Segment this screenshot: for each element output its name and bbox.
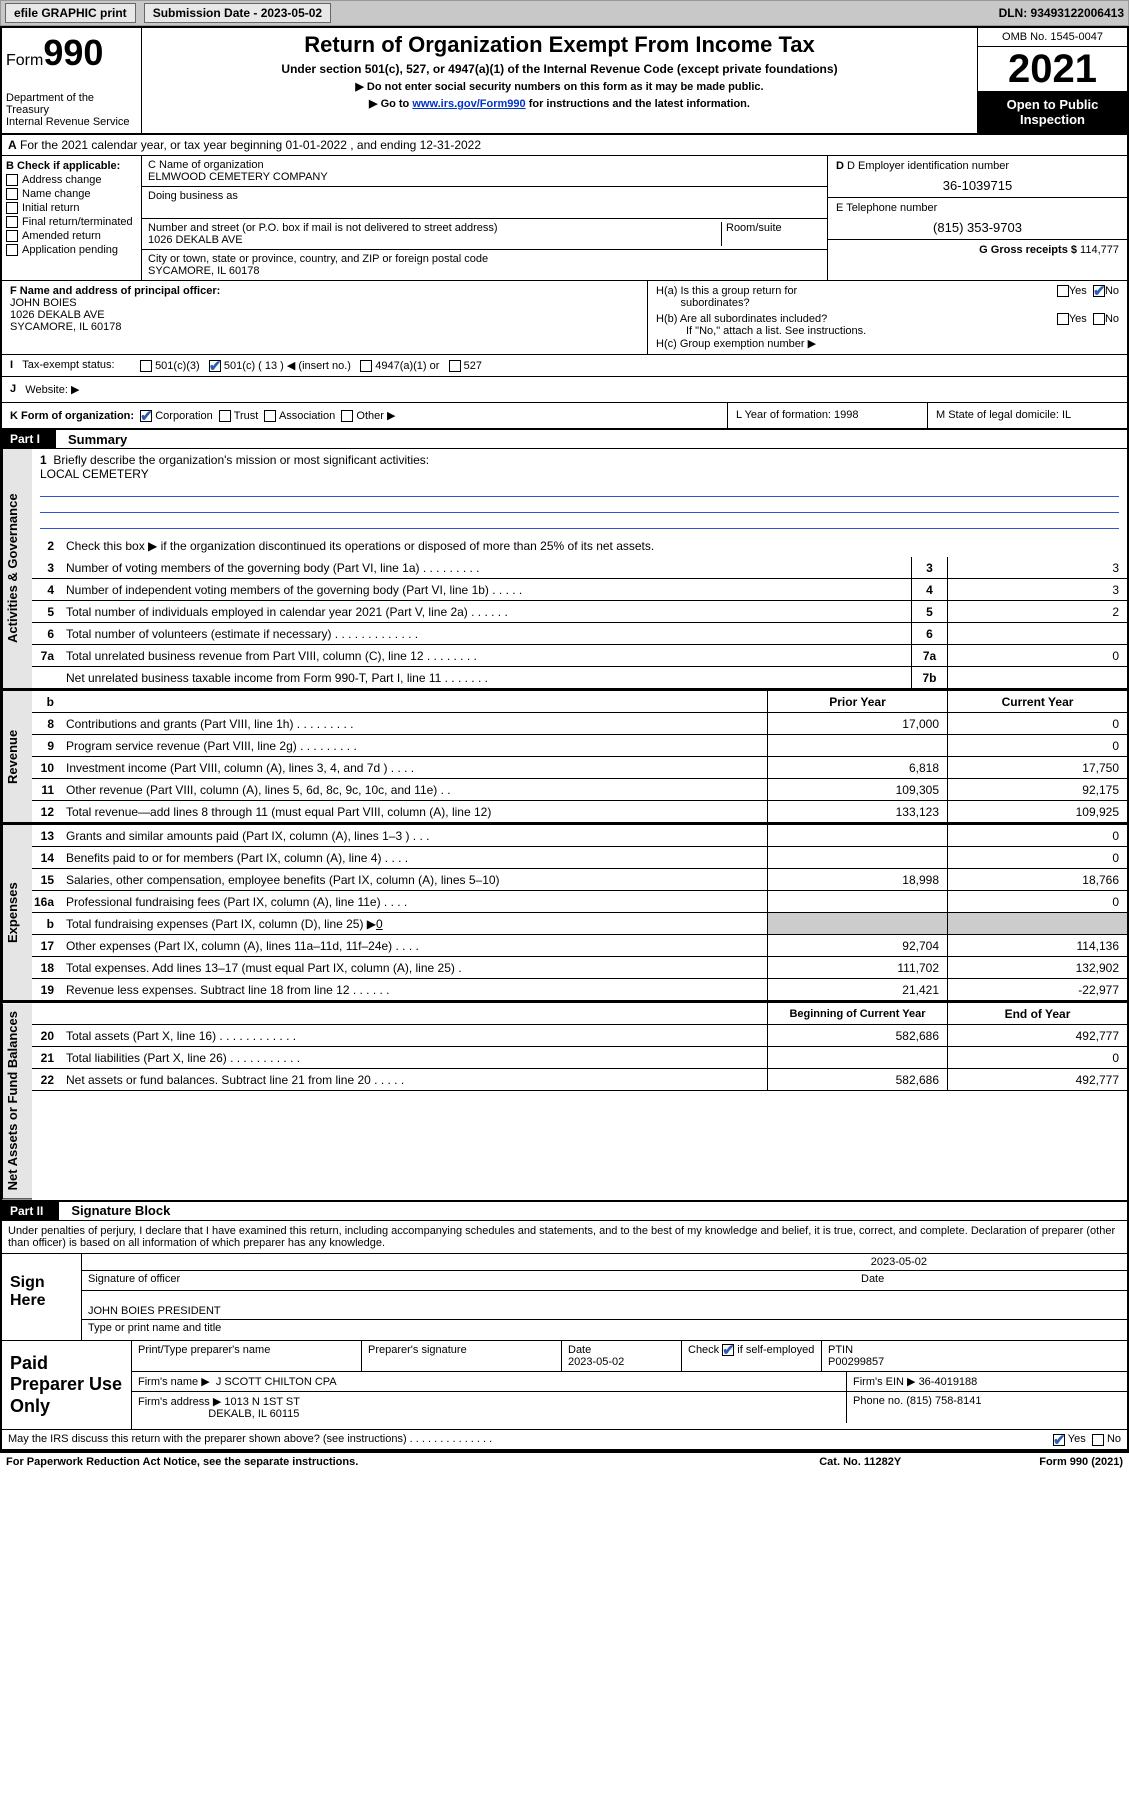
chk-self-emp[interactable] — [722, 1344, 734, 1356]
dba-label: Doing business as — [148, 190, 821, 202]
gross-value: 114,777 — [1080, 244, 1119, 256]
paid-preparer-label: Paid Preparer Use Only — [2, 1341, 132, 1430]
chk-amended[interactable] — [6, 230, 18, 242]
sig-officer-label: Signature of officer — [88, 1273, 861, 1288]
footer-paperwork: For Paperwork Reduction Act Notice, see … — [0, 1453, 1129, 1471]
chk-corp[interactable] — [140, 410, 152, 422]
mission-value: LOCAL CEMETERY — [40, 467, 149, 481]
form-990: Form990 Department of the Treasury Inter… — [0, 26, 1129, 1453]
vtab-expenses: Expenses — [2, 825, 32, 1001]
chk-address[interactable] — [6, 174, 18, 186]
chk-other[interactable] — [341, 410, 353, 422]
chk-app[interactable] — [6, 244, 18, 256]
city-label: City or town, state or province, country… — [148, 253, 821, 265]
org-name: ELMWOOD CEMETERY COMPANY — [148, 171, 821, 183]
form-subtitle: Under section 501(c), 527, or 4947(a)(1)… — [152, 62, 967, 76]
form-header: Form990 Department of the Treasury Inter… — [2, 28, 1127, 135]
sig-date: 2023-05-02 — [871, 1256, 927, 1268]
city-value: SYCAMORE, IL 60178 — [148, 265, 821, 277]
street-label: Number and street (or P.O. box if mail i… — [148, 222, 721, 234]
officer-name: JOHN BOIES PRESIDENT — [88, 1305, 1121, 1317]
vtab-revenue: Revenue — [2, 691, 32, 823]
submission-date-button[interactable]: Submission Date - 2023-05-02 — [144, 3, 331, 23]
chk-527[interactable] — [449, 360, 461, 372]
section-f: F Name and address of principal officer:… — [2, 281, 647, 354]
chk-4947[interactable] — [360, 360, 372, 372]
chk-name[interactable] — [6, 188, 18, 200]
street-value: 1026 DEKALB AVE — [148, 234, 721, 246]
type-name-label: Type or print name and title — [88, 1322, 221, 1338]
part2-header: Part II — [2, 1202, 59, 1220]
org-name-label: C Name of organization — [148, 159, 821, 171]
may-irs: May the IRS discuss this return with the… — [8, 1433, 1053, 1445]
phone-label: E Telephone number — [836, 202, 1119, 214]
chk-discuss-no[interactable] — [1092, 1434, 1104, 1446]
chk-discuss-yes[interactable] — [1053, 1434, 1065, 1446]
open-inspection: Open to Public Inspection — [978, 91, 1127, 133]
phone-value: (815) 353-9703 — [836, 220, 1119, 235]
ein-label: D D Employer identification number — [836, 160, 1119, 172]
chk-501c3[interactable] — [140, 360, 152, 372]
part1-header: Part I — [2, 430, 56, 448]
dln-label: DLN: 93493122006413 — [999, 6, 1124, 20]
form-number: 990 — [43, 32, 103, 73]
chk-initial[interactable] — [6, 202, 18, 214]
line-1: 1 Briefly describe the organization's mi… — [32, 449, 1127, 535]
toolbar: efile GRAPHIC print Submission Date - 20… — [0, 0, 1129, 26]
chk-501c[interactable] — [209, 360, 221, 372]
inst-link: ▶ Go to www.irs.gov/Form990 for instruct… — [152, 97, 967, 110]
room-suite-label: Room/suite — [721, 222, 821, 246]
state-domicile: M State of legal domicile: IL — [927, 403, 1127, 428]
chk-ha-no[interactable] — [1093, 285, 1105, 297]
section-b-checkboxes: B Check if applicable: Address change Na… — [2, 156, 142, 280]
irs-link[interactable]: www.irs.gov/Form990 — [412, 98, 525, 110]
row-a-tax-year: A For the 2021 calendar year, or tax yea… — [2, 135, 1127, 156]
chk-hb-no[interactable] — [1093, 313, 1105, 325]
irs-label: Internal Revenue Service — [6, 116, 137, 128]
sign-here-label: Sign Here — [2, 1254, 82, 1340]
year-formation: L Year of formation: 1998 — [727, 403, 927, 428]
chk-final[interactable] — [6, 216, 18, 228]
efile-button[interactable]: efile GRAPHIC print — [5, 3, 136, 23]
omb-number: OMB No. 1545-0047 — [978, 28, 1127, 47]
vtab-activities: Activities & Governance — [2, 449, 32, 689]
chk-hb-yes[interactable] — [1057, 313, 1069, 325]
date-label: Date — [861, 1273, 1121, 1288]
dept-treasury: Department of the Treasury — [6, 92, 137, 116]
section-h: H(a) Is this a group return for subordin… — [647, 281, 1127, 354]
part2-title: Signature Block — [59, 1203, 170, 1218]
sig-intro: Under penalties of perjury, I declare th… — [2, 1221, 1127, 1254]
chk-assoc[interactable] — [264, 410, 276, 422]
part1-title: Summary — [56, 432, 127, 447]
chk-ha-yes[interactable] — [1057, 285, 1069, 297]
inst-ssn: ▶ Do not enter social security numbers o… — [152, 80, 967, 93]
website-label: Website: ▶ — [25, 383, 79, 396]
form-title: Return of Organization Exempt From Incom… — [152, 32, 967, 58]
vtab-netassets: Net Assets or Fund Balances — [2, 1003, 32, 1199]
ein-value: 36-1039715 — [836, 178, 1119, 193]
gross-label: G Gross receipts $ — [979, 244, 1077, 256]
form-label: Form — [6, 52, 43, 69]
chk-trust[interactable] — [219, 410, 231, 422]
tax-year: 2021 — [978, 47, 1127, 91]
